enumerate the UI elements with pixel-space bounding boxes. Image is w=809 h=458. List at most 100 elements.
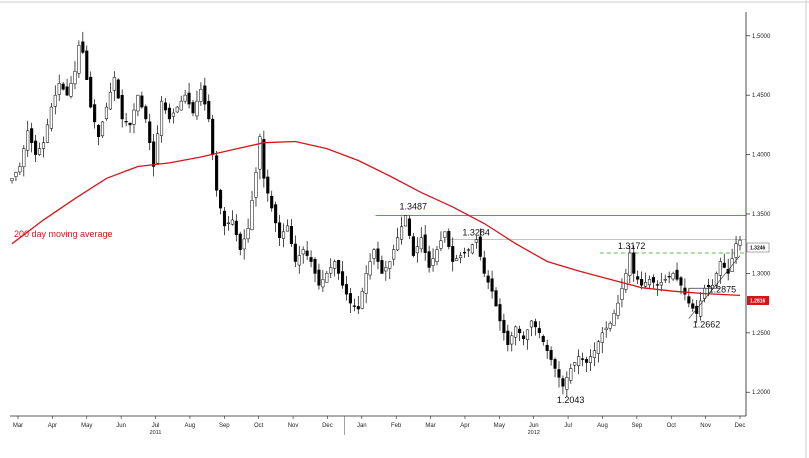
candle [490,270,494,299]
candle [470,243,474,255]
candle [407,215,411,240]
x-tick-label: Apr [460,423,469,429]
candle [203,77,207,111]
candle [215,151,219,197]
candle [333,259,337,277]
candle [61,81,65,91]
candle [317,263,321,290]
candle [53,85,57,115]
candle [313,257,317,282]
candle [140,91,144,109]
candle [573,362,577,373]
candle [278,214,282,247]
candle [738,235,742,251]
candle [246,218,250,243]
candle [608,321,612,332]
candle [230,210,234,226]
candle [37,142,42,156]
candle [592,342,596,367]
candle [494,287,498,307]
x-tick-label: Nov [700,423,711,429]
moving-average-layer [11,140,741,297]
candle [722,253,726,269]
candle [258,133,262,180]
candle [30,122,34,153]
candle [321,269,325,293]
candle [266,169,270,202]
candle [569,363,573,384]
candle [687,288,691,308]
annotation-1.3487: 1.3487 [400,202,428,212]
x-tick-label: Feb [391,423,402,429]
y-tick-label: 1.5000 [752,34,771,40]
candle [671,271,675,281]
candle [77,40,81,78]
y-tick-label: 1.3500 [752,212,771,218]
x-tick-label: Jul [152,423,160,429]
candle [250,190,254,231]
x-tick-label: Aug [185,423,196,429]
candle [557,361,561,388]
candle [152,133,156,177]
candle [659,272,663,292]
candle [364,265,368,304]
candle [325,270,329,283]
ma-price-tag-box [747,296,769,305]
candle [159,96,164,143]
candle [651,274,655,289]
candle [89,71,93,109]
candle [171,108,175,124]
candle [636,270,640,285]
candle [108,82,112,111]
x-tick-label: Nov [288,423,299,429]
y-tick-label: 1.2000 [752,390,771,396]
candle [482,250,486,277]
candle [380,255,384,274]
candle [384,260,388,281]
y-tick-label: 1.4000 [752,153,771,159]
candle [309,250,313,268]
candle [423,225,427,261]
candle [274,201,278,232]
candle [415,237,419,263]
candle [289,219,293,248]
candle [537,321,541,339]
candle [242,229,246,260]
candle [427,245,431,273]
candle [628,245,632,284]
x-tick-label: Aug [597,423,608,429]
candle [506,324,510,352]
ma-price-tag: 1.2816 [747,296,769,305]
candle [514,325,518,346]
annotation-1.3172: 1.3172 [618,241,646,251]
candle [34,134,38,162]
candle [254,167,258,207]
candle [451,237,455,272]
support-trendline [688,255,741,319]
candle [167,103,171,123]
candle [376,241,380,270]
candle [222,207,227,236]
candle [41,136,46,158]
x-tick-label: Oct [254,423,264,429]
candle [655,280,659,296]
candle [285,219,290,232]
candle [226,215,230,231]
candle [695,300,699,323]
candle [699,291,703,321]
current-price-tag: 1.3246 [746,242,770,253]
x-axis-ticks: Mar Apr May Jun Jul Aug Sep Oct Nov Dec Jan Feb Mar A… [13,416,745,436]
candle [553,357,557,378]
candle [49,103,53,132]
candle [466,248,471,258]
annotation-1.2875: 1.2875 [709,284,737,294]
candle [640,271,644,290]
candle [411,232,415,258]
annotations-layer: 1.3487 1.3284 1.3172 1.2875 1.2662 1.2043 [400,202,737,406]
candle [596,339,600,363]
candle [191,99,195,117]
x-year-label: 2011 [150,430,162,436]
candle [419,227,423,253]
